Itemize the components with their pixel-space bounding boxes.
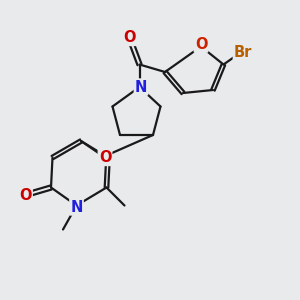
Text: Br: Br <box>234 45 252 60</box>
Text: O: O <box>195 37 207 52</box>
Text: O: O <box>123 30 135 45</box>
Text: O: O <box>99 150 111 165</box>
Text: N: N <box>135 80 147 94</box>
Text: N: N <box>70 200 83 214</box>
Text: O: O <box>19 188 32 202</box>
